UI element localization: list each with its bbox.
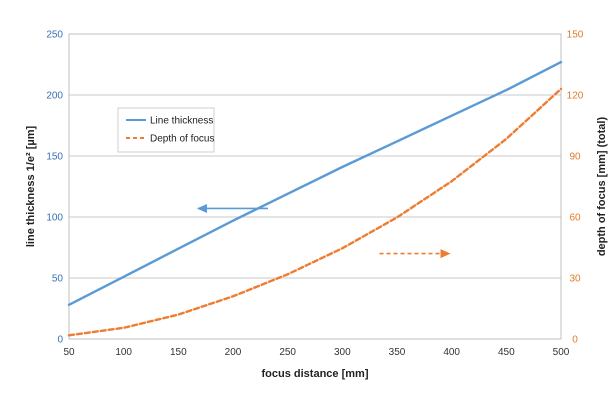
legend: Line thickness Depth of focus (117, 107, 215, 153)
y-left-tick-label: 50 (52, 274, 64, 285)
x-tick-label: 100 (115, 347, 132, 358)
y-right-tick-label: 30 (569, 274, 581, 285)
y-left-tick-label: 100 (46, 213, 63, 224)
annotations (196, 203, 451, 259)
y-right-tick-label: 150 (567, 30, 584, 41)
legend-box (117, 107, 215, 153)
x-tick-label: 300 (334, 347, 351, 358)
y-left-tick-label: 200 (46, 91, 63, 102)
y-right-tick-label: 90 (569, 152, 581, 163)
series-group (67, 60, 563, 337)
y-left-tick-label: 0 (57, 335, 63, 346)
x-tick-label: 150 (170, 347, 187, 358)
y-right-tick-label: 0 (572, 335, 578, 346)
plot-area (68, 33, 562, 340)
series-line-depth-of-focus (67, 87, 563, 337)
y-right-tick-label: 60 (569, 213, 581, 224)
x-axis-title: focus distance [mm] (262, 368, 369, 380)
y-axis-left-title: line thickness 1/e² [µm] (25, 126, 37, 248)
series-line-line-thickness (67, 60, 563, 306)
x-tick-label: 200 (225, 347, 242, 358)
x-tick-label: 400 (443, 347, 460, 358)
legend-label-line-thickness: Line thickness (150, 116, 213, 127)
grid-lines (69, 94, 561, 279)
y-axis-right-title: depth of focus [mm] (total) (596, 117, 608, 257)
x-tick-label: 350 (389, 347, 406, 358)
x-tick-label: 450 (498, 347, 515, 358)
legend-label-depth-of-focus: Depth of focus (150, 134, 214, 145)
y-right-tick-label: 120 (567, 91, 584, 102)
x-tick-label: 50 (63, 347, 75, 358)
x-tick-label: 500 (553, 347, 570, 358)
y-left-tick-label: 250 (46, 30, 63, 41)
x-tick-label: 250 (279, 347, 296, 358)
y-left-tick-label: 150 (46, 152, 63, 163)
